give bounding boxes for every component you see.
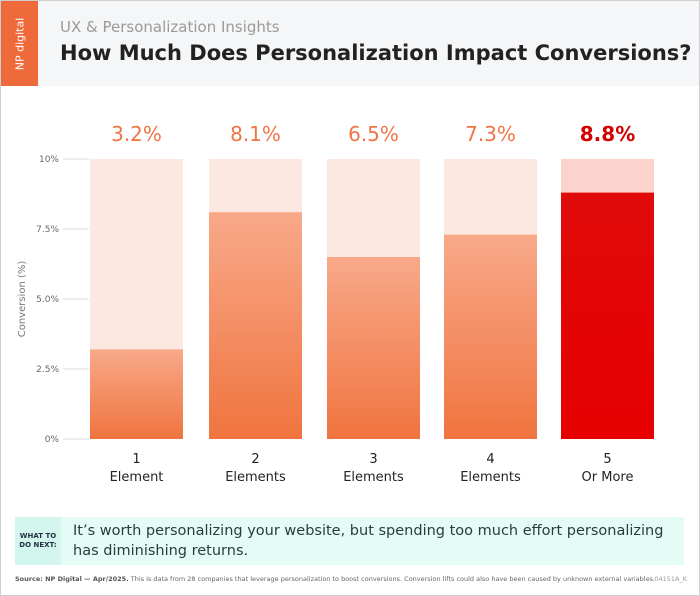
- header: NP digital UX & Personalization Insights…: [1, 1, 699, 86]
- bar: [444, 234, 537, 439]
- note-text: It’s worth personalizing your website, b…: [73, 523, 664, 559]
- data-label: 8.8%: [580, 122, 635, 146]
- y-tick-label: 7.5%: [36, 225, 59, 235]
- source-bold: Source: NP Digital — Apr/2025.: [15, 575, 129, 583]
- what-to-do-next-box: WHAT TO DO NEXT: It’s worth personalizin…: [15, 517, 684, 565]
- chart-code: 04151A_K: [654, 575, 687, 583]
- data-label: 7.3%: [465, 122, 516, 146]
- y-tick-label: 2.5%: [36, 365, 59, 375]
- y-axis-label: Conversion (%): [17, 261, 28, 338]
- category-label: Elements: [343, 470, 404, 485]
- source-text: This is data from 28 companies that leve…: [128, 575, 656, 583]
- category-label: Elements: [460, 470, 521, 485]
- category-number: 3: [369, 452, 377, 467]
- np-digital-logo: NP digital: [1, 1, 38, 86]
- data-label: 6.5%: [348, 122, 399, 146]
- category-number: 2: [251, 452, 259, 467]
- y-tick-label: 5.0%: [36, 295, 59, 305]
- bar: [327, 257, 420, 439]
- note-label: WHAT TO DO NEXT:: [15, 517, 61, 565]
- category-label: Or More: [582, 470, 634, 485]
- source-note: Source: NP Digital — Apr/2025. This is d…: [15, 575, 655, 583]
- data-label: 3.2%: [111, 122, 162, 146]
- category-number: 5: [603, 452, 611, 467]
- page-title: How Much Does Personalization Impact Con…: [60, 41, 692, 65]
- bar: [90, 349, 183, 439]
- y-tick-label: 10%: [39, 155, 59, 165]
- y-tick-label: 0%: [45, 435, 60, 445]
- category-label: Elements: [225, 470, 286, 485]
- category-number: 1: [132, 452, 140, 467]
- bar: [561, 192, 654, 439]
- bar: [209, 212, 302, 439]
- category-number: 4: [486, 452, 494, 467]
- bar-chart: Conversion (%) 0% 2.5% 5.0% 7.5% 10% 3.2% 1 Elem…: [17, 122, 654, 485]
- category-label: Element: [110, 470, 164, 485]
- subtitle: UX & Personalization Insights: [60, 18, 280, 36]
- data-label: 8.1%: [230, 122, 281, 146]
